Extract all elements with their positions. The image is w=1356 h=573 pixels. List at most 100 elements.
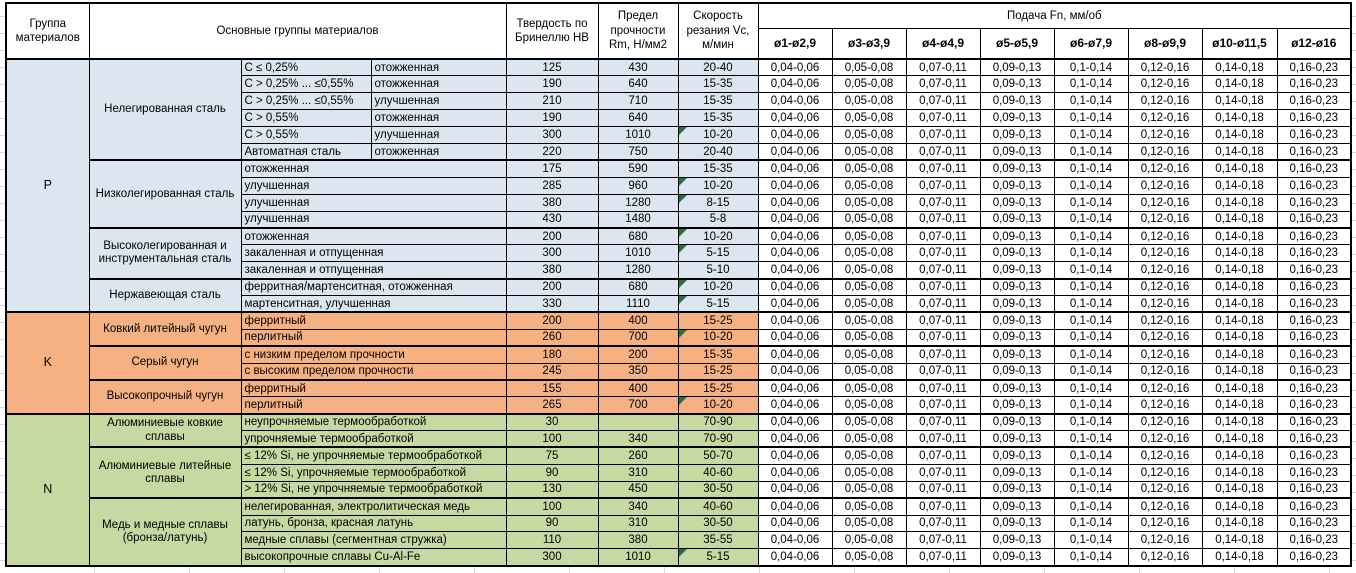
feed-cell[interactable]: 0,12-0,16: [1127, 126, 1203, 144]
feed-cell[interactable]: 0,05-0,08: [831, 294, 907, 313]
header-strength[interactable]: Предел прочности Rm, Н/мм2: [597, 2, 679, 60]
cutting-speed-cell[interactable]: 15-35: [677, 109, 759, 128]
feed-cell[interactable]: 0,12-0,16: [1127, 193, 1203, 212]
feed-cell[interactable]: 0,07-0,11: [905, 92, 981, 111]
strength-cell[interactable]: 960: [597, 176, 679, 195]
feed-cell[interactable]: 0,09-0,13: [979, 226, 1055, 246]
hardness-cell[interactable]: 90: [505, 463, 599, 482]
hardness-cell[interactable]: 265: [505, 396, 599, 415]
feed-cell[interactable]: 0,09-0,13: [979, 548, 1055, 567]
material-description-cell[interactable]: упрочняемые термообработкой: [240, 430, 507, 448]
material-description-cell[interactable]: мартенситная, улучшенная: [240, 294, 507, 313]
feed-cell[interactable]: 0,12-0,16: [1127, 514, 1203, 533]
feed-cell[interactable]: 0,14-0,18: [1201, 497, 1278, 516]
feed-cell[interactable]: 0,1-0,14: [1053, 193, 1129, 212]
feed-cell[interactable]: 0,07-0,11: [905, 109, 981, 128]
feed-cell[interactable]: 0,14-0,18: [1201, 193, 1278, 212]
feed-cell[interactable]: 0,16-0,23: [1276, 75, 1352, 94]
feed-cell[interactable]: 0,14-0,18: [1201, 328, 1278, 347]
feed-cell[interactable]: 0,16-0,23: [1276, 92, 1352, 111]
feed-cell[interactable]: 0,05-0,08: [831, 311, 907, 330]
feed-cell[interactable]: 0,14-0,18: [1201, 311, 1278, 330]
feed-cell[interactable]: 0,12-0,16: [1127, 75, 1203, 94]
feed-cell[interactable]: 0,16-0,23: [1276, 226, 1352, 246]
feed-cell[interactable]: 0,07-0,11: [905, 328, 981, 347]
material-description-cell[interactable]: улучшенная: [240, 193, 507, 212]
feed-cell[interactable]: 0,1-0,14: [1053, 463, 1129, 482]
hardness-cell[interactable]: 200: [505, 226, 599, 246]
feed-cell[interactable]: 0,16-0,23: [1276, 261, 1352, 280]
feed-cell[interactable]: 0,07-0,11: [905, 210, 981, 229]
feed-cell[interactable]: 0,16-0,23: [1276, 311, 1352, 330]
feed-cell[interactable]: 0,14-0,18: [1201, 261, 1278, 280]
hardness-cell[interactable]: 100: [505, 430, 599, 448]
header-feed-d8[interactable]: ø12-ø16: [1276, 27, 1352, 60]
cutting-speed-cell[interactable]: 10-20: [677, 126, 759, 144]
feed-cell[interactable]: 0,04-0,06: [757, 480, 833, 499]
material-description-cell[interactable]: высокопрочные сплавы Cu-Al-Fe: [240, 548, 507, 567]
feed-cell[interactable]: 0,16-0,23: [1276, 463, 1352, 482]
feed-cell[interactable]: 0,1-0,14: [1053, 548, 1129, 567]
feed-cell[interactable]: 0,09-0,13: [979, 396, 1055, 415]
feed-cell[interactable]: 0,07-0,11: [905, 294, 981, 313]
header-material-group[interactable]: Группа материалов: [5, 2, 90, 60]
header-feed-group[interactable]: Подача Fn, мм/об: [757, 2, 1352, 29]
material-group-cell[interactable]: Высокопрочный чугун: [88, 378, 242, 415]
feed-cell[interactable]: 0,04-0,06: [757, 412, 833, 432]
feed-cell[interactable]: 0,14-0,18: [1201, 531, 1278, 550]
material-description-cell[interactable]: улучшенная: [240, 210, 507, 229]
strength-cell[interactable]: 640: [597, 75, 679, 94]
feed-cell[interactable]: 0,04-0,06: [757, 514, 833, 533]
material-group-cell[interactable]: Ковкий литейный чугун: [88, 311, 242, 347]
strength-cell[interactable]: 680: [597, 226, 679, 246]
feed-cell[interactable]: 0,12-0,16: [1127, 58, 1203, 77]
feed-cell[interactable]: 0,1-0,14: [1053, 446, 1129, 465]
feed-cell[interactable]: 0,12-0,16: [1127, 244, 1203, 263]
strength-cell[interactable]: 400: [597, 311, 679, 330]
feed-cell[interactable]: 0,16-0,23: [1276, 396, 1352, 415]
feed-cell[interactable]: 0,05-0,08: [831, 328, 907, 347]
group-code-cell[interactable]: P: [5, 57, 90, 313]
material-description-cell[interactable]: закаленная и отпущенная: [240, 244, 507, 263]
cutting-speed-cell[interactable]: 15-25: [677, 362, 759, 381]
feed-cell[interactable]: 0,14-0,18: [1201, 294, 1278, 313]
hardness-cell[interactable]: 220: [505, 142, 599, 161]
carbon-content-cell[interactable]: C > 0,25% ... ≤0,55%: [240, 92, 372, 111]
feed-cell[interactable]: 0,09-0,13: [979, 92, 1055, 111]
feed-cell[interactable]: 0,09-0,13: [979, 531, 1055, 550]
cutting-speed-cell[interactable]: 10-20: [677, 328, 759, 347]
cutting-speed-cell[interactable]: 5-15: [677, 294, 759, 313]
material-group-cell[interactable]: Низколегированная сталь: [88, 159, 242, 229]
feed-cell[interactable]: 0,05-0,08: [831, 446, 907, 465]
feed-cell[interactable]: 0,04-0,06: [757, 294, 833, 313]
hardness-cell[interactable]: 110: [505, 531, 599, 550]
feed-cell[interactable]: 0,14-0,18: [1201, 92, 1278, 111]
feed-cell[interactable]: 0,07-0,11: [905, 159, 981, 178]
feed-cell[interactable]: 0,07-0,11: [905, 396, 981, 415]
hardness-cell[interactable]: 300: [505, 126, 599, 144]
feed-cell[interactable]: 0,09-0,13: [979, 142, 1055, 161]
feed-cell[interactable]: 0,05-0,08: [831, 277, 907, 296]
feed-cell[interactable]: 0,16-0,23: [1276, 531, 1352, 550]
hardness-cell[interactable]: 75: [505, 446, 599, 465]
feed-cell[interactable]: 0,07-0,11: [905, 430, 981, 448]
feed-cell[interactable]: 0,04-0,06: [757, 210, 833, 229]
feed-cell[interactable]: 0,14-0,18: [1201, 378, 1278, 398]
carbon-content-cell[interactable]: C > 0,25% ... ≤0,55%: [240, 75, 372, 94]
strength-cell[interactable]: 710: [597, 92, 679, 111]
feed-cell[interactable]: 0,16-0,23: [1276, 142, 1352, 161]
strength-cell[interactable]: 640: [597, 109, 679, 128]
feed-cell[interactable]: 0,16-0,23: [1276, 193, 1352, 212]
feed-cell[interactable]: 0,04-0,06: [757, 126, 833, 144]
strength-cell[interactable]: 310: [597, 463, 679, 482]
hardness-cell[interactable]: 285: [505, 176, 599, 195]
feed-cell[interactable]: 0,12-0,16: [1127, 294, 1203, 313]
hardness-cell[interactable]: 190: [505, 109, 599, 128]
feed-cell[interactable]: 0,09-0,13: [979, 430, 1055, 448]
cutting-speed-cell[interactable]: 5-8: [677, 210, 759, 229]
feed-cell[interactable]: 0,16-0,23: [1276, 58, 1352, 77]
carbon-content-cell[interactable]: C > 0,55%: [240, 126, 372, 144]
feed-cell[interactable]: 0,09-0,13: [979, 514, 1055, 533]
feed-cell[interactable]: 0,05-0,08: [831, 244, 907, 263]
feed-cell[interactable]: 0,09-0,13: [979, 126, 1055, 144]
